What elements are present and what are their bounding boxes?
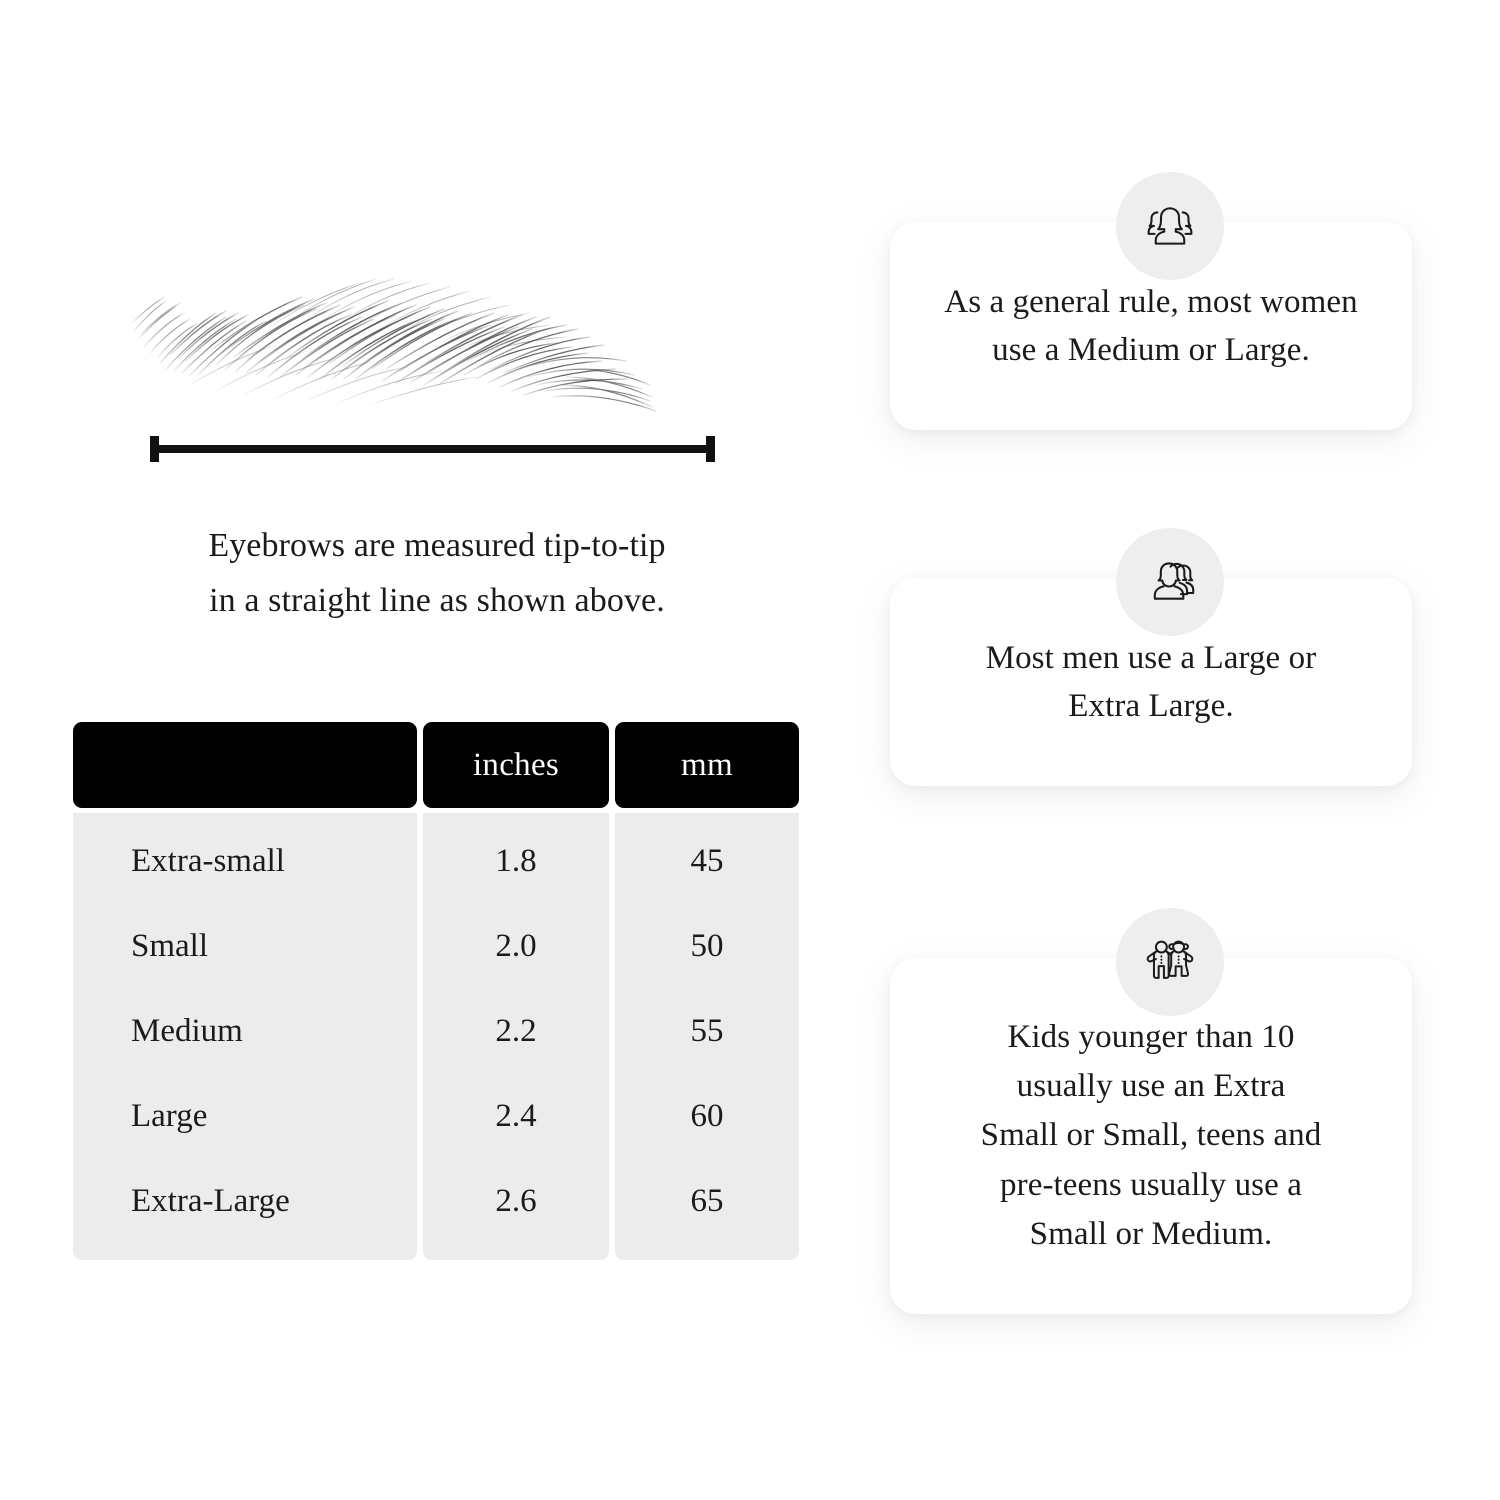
guidance-card-women-text: As a general rule, most women use a Medi… xyxy=(944,278,1357,375)
table-column-size: Extra-small Small Medium Large Extra-Lar… xyxy=(73,813,417,1260)
card-women-line-1: As a general rule, most women xyxy=(944,283,1358,320)
size-table: inches mm Extra-small Small Medium Large… xyxy=(73,722,799,1260)
table-header-size xyxy=(73,722,417,808)
table-header-row: inches mm xyxy=(73,722,799,808)
table-body: Extra-small Small Medium Large Extra-Lar… xyxy=(73,813,799,1260)
eyebrow-illustration-icon xyxy=(120,235,740,415)
table-cell-mm: 65 xyxy=(690,1183,724,1219)
table-cell-inches: 1.8 xyxy=(495,843,537,879)
table-column-mm: 45 50 55 60 65 xyxy=(615,813,799,1260)
guidance-card-kids-text: Kids younger than 10 usually use an Extr… xyxy=(981,1013,1322,1259)
table-cell-inches: 2.0 xyxy=(495,928,537,964)
guidance-card-men-text: Most men use a Large or Extra Large. xyxy=(986,634,1317,731)
table-cell-size: Medium xyxy=(131,1013,243,1049)
table-cell-mm: 60 xyxy=(690,1098,724,1134)
table-cell-size: Large xyxy=(131,1098,208,1134)
card-kids-line-2: usually use an Extra xyxy=(1016,1068,1286,1105)
women-group-icon xyxy=(1116,172,1224,280)
card-men-line-1: Most men use a Large or xyxy=(985,639,1317,676)
card-kids-line-4: pre-teens usually use a xyxy=(1000,1166,1302,1203)
caption-line-1: Eyebrows are measured tip-to-tip xyxy=(208,527,666,564)
measurement-bar-icon xyxy=(150,432,715,466)
table-header-mm: mm xyxy=(615,722,799,808)
table-column-inches: 1.8 2.0 2.2 2.4 2.6 xyxy=(423,813,609,1260)
card-kids-line-1: Kids younger than 10 xyxy=(1007,1019,1295,1056)
table-cell-mm: 55 xyxy=(690,1013,724,1049)
card-women-line-2: use a Medium or Large. xyxy=(992,332,1310,368)
men-group-icon xyxy=(1116,528,1224,636)
table-cell-size: Extra-small xyxy=(131,843,285,879)
guidance-card-kids: Kids younger than 10 usually use an Extr… xyxy=(890,958,1412,1314)
table-cell-size: Small xyxy=(131,928,209,964)
card-kids-line-3: Small or Small, teens and xyxy=(980,1117,1322,1154)
table-cell-inches: 2.4 xyxy=(495,1098,537,1134)
measurement-caption: Eyebrows are measured tip-to-tip in a st… xyxy=(72,518,802,628)
table-cell-size: Extra-Large xyxy=(131,1183,290,1219)
table-cell-inches: 2.6 xyxy=(495,1183,537,1219)
guidance-cards-panel: As a general rule, most women use a Medi… xyxy=(840,0,1500,1500)
children-icon xyxy=(1116,908,1224,1016)
card-men-line-2: Extra Large. xyxy=(1068,688,1234,724)
card-kids-line-5: Small or Medium. xyxy=(1029,1215,1273,1252)
table-cell-mm: 50 xyxy=(690,928,724,964)
caption-line-2: in a straight line as shown above. xyxy=(209,582,665,620)
table-cell-mm: 45 xyxy=(690,843,724,879)
table-cell-inches: 2.2 xyxy=(495,1013,537,1049)
table-header-inches: inches xyxy=(423,722,609,808)
measurement-panel: Eyebrows are measured tip-to-tip in a st… xyxy=(72,235,802,1260)
guidance-card-men: Most men use a Large or Extra Large. xyxy=(890,578,1412,786)
